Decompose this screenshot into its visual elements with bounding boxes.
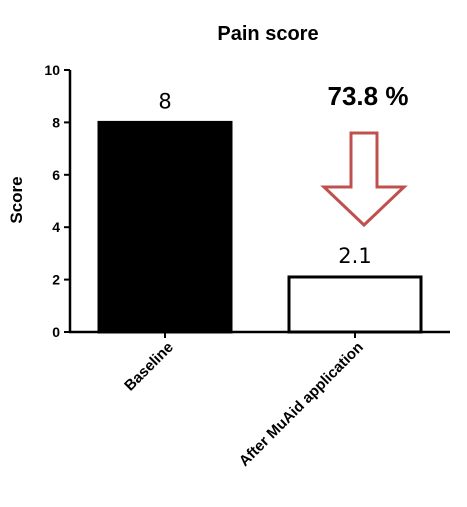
- data-labels: 82.1: [158, 89, 371, 268]
- y-axis-label: Score: [7, 176, 26, 223]
- bar-after-muaid: [287, 275, 423, 334]
- y-tick-label: 10: [44, 62, 60, 78]
- data-label: 2.1: [338, 244, 371, 268]
- category-labels: Baseline After MuAid application: [121, 339, 367, 470]
- category-label: After MuAid application: [236, 339, 367, 470]
- y-tick-label: 0: [52, 324, 60, 340]
- percent-reduction-annotation: 73.8 %: [328, 81, 409, 111]
- category-label: Baseline: [121, 339, 177, 395]
- axes: [68, 70, 450, 338]
- down-arrow-icon: [320, 131, 408, 228]
- y-tick-label: 8: [52, 114, 60, 130]
- annotation: 73.8 %: [320, 81, 409, 228]
- bar-baseline: [97, 120, 233, 334]
- y-tick-label: 2: [52, 272, 60, 288]
- y-tick-label: 6: [52, 167, 60, 183]
- data-label: 8: [158, 89, 171, 113]
- chart-title: Pain score: [217, 23, 318, 45]
- y-tick-label: 4: [52, 219, 60, 235]
- y-axis-ticks: 0 2 4 6 8 10: [44, 62, 70, 340]
